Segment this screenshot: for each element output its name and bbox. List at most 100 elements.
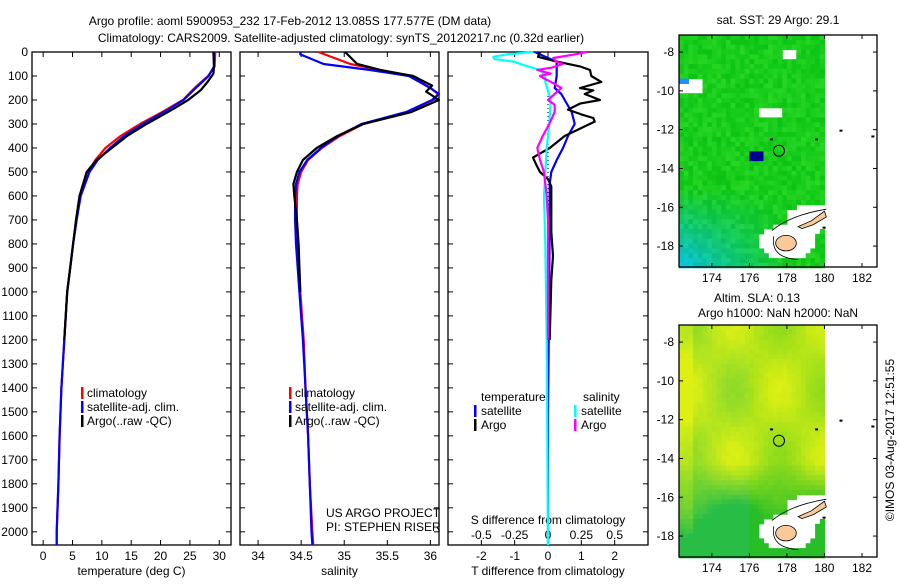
heatmap-cell <box>772 262 779 269</box>
y-tick-label: 800 <box>8 237 28 251</box>
heatmap-cell <box>697 141 704 148</box>
heatmap-cell <box>758 552 765 559</box>
heatmap-cell <box>711 229 718 235</box>
heatmap-cell <box>777 480 783 486</box>
heatmap-cell <box>693 68 699 75</box>
heatmap-cell <box>679 117 685 123</box>
heatmap-cell <box>711 339 718 345</box>
heatmap-cell <box>763 552 769 559</box>
heatmap-cell <box>721 519 727 525</box>
heatmap-cell <box>754 170 760 177</box>
heatmap-cell <box>744 426 750 433</box>
heatmap-cell <box>791 195 797 201</box>
heatmap-cell <box>683 102 689 109</box>
heatmap-cell <box>782 388 788 394</box>
heatmap-cell <box>744 204 750 211</box>
heatmap-cell <box>801 363 807 370</box>
heatmap-cell <box>786 455 793 462</box>
heatmap-cell <box>810 363 816 370</box>
heatmap-cell <box>786 107 793 114</box>
heatmap-cell <box>702 146 708 152</box>
heatmap-cell <box>749 446 755 452</box>
heatmap-cell <box>721 465 727 471</box>
heatmap-cell <box>702 533 708 539</box>
heatmap-cell <box>711 59 718 65</box>
heatmap-cell <box>777 378 783 384</box>
heatmap-cell <box>679 190 685 196</box>
heatmap-cell <box>758 378 765 384</box>
heatmap-cell <box>819 165 826 172</box>
heatmap-cell <box>679 151 685 157</box>
heatmap-cell <box>688 358 694 365</box>
heatmap-cell <box>758 117 765 123</box>
heatmap-cell <box>744 136 750 143</box>
heatmap-cell <box>749 190 755 196</box>
heatmap-cell <box>721 98 727 104</box>
heatmap-cell <box>711 494 718 501</box>
heatmap-cell <box>805 83 811 89</box>
heatmap-cell <box>810 107 816 114</box>
heatmap-cell <box>763 354 769 360</box>
heatmap-cell <box>735 460 741 467</box>
heatmap-cell <box>772 102 779 109</box>
heatmap-cell <box>805 344 811 350</box>
heatmap-cell <box>754 219 760 225</box>
heatmap-cell <box>688 190 694 196</box>
heatmap-cell <box>735 165 741 172</box>
heatmap-cell <box>688 329 694 336</box>
heatmap-cell <box>801 112 807 118</box>
heatmap-cell <box>810 68 816 75</box>
heatmap-cell <box>805 165 811 172</box>
heatmap-cell <box>735 107 741 114</box>
heatmap-cell <box>772 98 779 104</box>
lon-tick-label: 176 <box>739 271 759 285</box>
heatmap-cell <box>730 373 736 379</box>
heatmap-cell <box>679 54 685 60</box>
heatmap-cell <box>796 465 802 471</box>
heatmap-cell <box>768 460 774 467</box>
heatmap-cell <box>796 363 802 370</box>
heatmap-cell <box>735 180 741 186</box>
heatmap-cell <box>679 136 685 143</box>
legend-label: satellite-adj. clim. <box>295 400 387 414</box>
y-tick-label: 1800 <box>1 477 28 491</box>
heatmap-cell <box>754 243 760 249</box>
heatmap-cell <box>786 64 793 70</box>
heatmap-cell <box>730 339 736 345</box>
heatmap-cell <box>740 475 746 481</box>
heatmap-cell <box>725 422 732 428</box>
heatmap-cell <box>683 354 689 360</box>
heatmap-cell <box>683 489 689 496</box>
heatmap-cell <box>740 543 746 549</box>
heatmap-cell <box>815 141 821 148</box>
heatmap-cell <box>735 465 741 471</box>
heatmap-cell <box>801 199 807 206</box>
heatmap-cell <box>786 358 793 365</box>
heatmap-cell <box>683 185 689 191</box>
heatmap-cell <box>791 441 797 447</box>
heatmap-cell <box>697 117 704 123</box>
heatmap-cell <box>763 325 769 331</box>
heatmap-cell <box>735 136 741 143</box>
heatmap-cell <box>786 146 793 152</box>
heatmap-cell <box>754 455 760 462</box>
heatmap-cell <box>702 209 708 215</box>
heatmap-cell <box>744 59 750 65</box>
heatmap-cell <box>735 543 741 549</box>
heatmap-cell <box>744 504 750 510</box>
heatmap-cell <box>749 383 755 389</box>
heatmap-cell <box>782 446 788 452</box>
heatmap-cell <box>805 78 811 84</box>
heatmap-cell <box>740 519 746 525</box>
heatmap-cell <box>688 262 694 269</box>
heatmap-cell <box>791 151 797 157</box>
heatmap-cell <box>730 446 736 452</box>
heatmap-cell <box>810 161 816 167</box>
heatmap-cell <box>735 470 741 476</box>
heatmap-cell <box>725 388 732 394</box>
heatmap-cell <box>693 475 699 481</box>
heatmap-cell <box>697 519 704 525</box>
heatmap-cell <box>744 122 750 128</box>
heatmap-cell <box>815 538 821 544</box>
heatmap-cell <box>683 175 689 181</box>
